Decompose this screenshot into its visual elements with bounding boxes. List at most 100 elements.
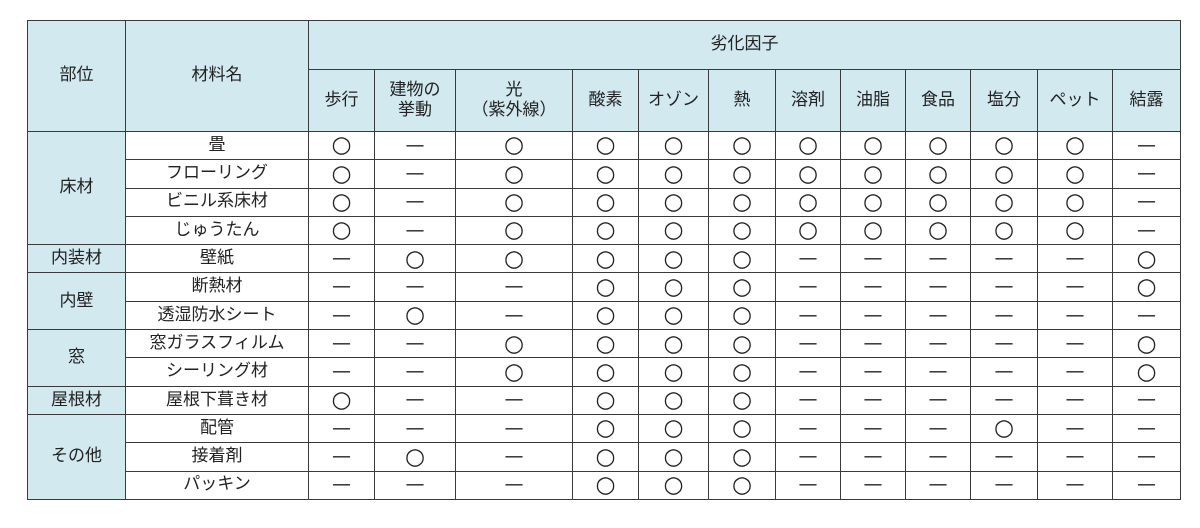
factor-header: 結露 — [1112, 69, 1181, 132]
material-cell: シーリング材 — [125, 357, 309, 387]
header-row: 部位 材料名 劣化因子 — [27, 20, 1181, 132]
mark-cell: — — [840, 300, 906, 331]
mark-cell: ○ — [708, 130, 776, 161]
mark-cell: — — [1112, 300, 1181, 331]
mark-cell: — — [374, 357, 456, 387]
mark-cell: — — [308, 357, 375, 387]
mark-cell: ○ — [308, 159, 375, 189]
table-row: パッキン — — — ○ ○ ○ — — — — — — — [28, 470, 1181, 500]
mark-cell: ○ — [970, 215, 1038, 246]
mark-cell: ○ — [638, 470, 709, 500]
mark-cell: ○ — [1037, 159, 1113, 189]
mark-cell: — — [840, 357, 906, 387]
mark-cell: ○ — [970, 159, 1038, 189]
factor-header: 食品 — [905, 69, 971, 132]
table-row: フローリング ○ — ○ ○ ○ ○ ○ ○ ○ ○ ○ — — [28, 159, 1181, 189]
part-cell: その他 — [27, 413, 126, 500]
table-row: 床材畳 ○ — ○ ○ ○ ○ ○ ○ ○ ○ ○ — — [27, 130, 1181, 246]
mark-cell: — — [970, 244, 1038, 274]
mark-cell: — — [1112, 385, 1181, 415]
material-cell: 断熱材 — [125, 272, 309, 302]
mark-cell: ○ — [708, 413, 776, 444]
mark-cell: ○ — [638, 187, 709, 217]
table-row: 窓窓ガラスフィルム — — ○ ○ ○ ○ — — — — — ○ — [27, 329, 1181, 387]
mark-cell: ○ — [308, 215, 375, 246]
mark-cell: — — [905, 470, 971, 500]
mark-cell: — — [775, 329, 841, 359]
mark-cell: ○ — [708, 187, 776, 217]
mark-cell: — — [775, 413, 841, 444]
factor-header: 溶剤 — [775, 69, 841, 132]
mark-cell: ○ — [572, 385, 639, 415]
mark-cell: ○ — [572, 215, 639, 246]
mark-cell: — — [1112, 215, 1181, 246]
material-cell: 壁紙 — [125, 244, 309, 274]
mark-cell: ○ — [308, 187, 375, 217]
mark-cell: ○ — [455, 215, 573, 246]
mark-cell: ○ — [455, 130, 573, 161]
material-cell: フローリング — [125, 159, 309, 189]
mark-cell: ○ — [572, 300, 639, 331]
mark-cell: ○ — [638, 329, 709, 359]
mark-cell: ○ — [708, 215, 776, 246]
mark-cell: — — [970, 300, 1038, 331]
factor-header: 熱 — [708, 69, 776, 132]
mark-cell: — — [775, 244, 841, 274]
mark-cell: — — [840, 244, 906, 274]
material-cell: 畳 — [125, 130, 309, 161]
mark-cell: ○ — [638, 130, 709, 161]
mark-cell: — — [308, 329, 375, 359]
mark-cell: ○ — [775, 215, 841, 246]
factor-header: 光 （紫外線） — [455, 69, 573, 132]
factor-header: 建物の 挙動 — [374, 69, 456, 132]
material-cell: 接着剤 — [125, 442, 309, 472]
mark-cell: ○ — [708, 357, 776, 387]
mark-cell: ○ — [708, 329, 776, 359]
mark-cell: ○ — [775, 130, 841, 161]
mark-cell: ○ — [775, 187, 841, 217]
factor-header: 塩分 — [970, 69, 1038, 132]
mark-cell: ○ — [308, 385, 375, 415]
mark-cell: — — [905, 442, 971, 472]
mark-cell: — — [1037, 470, 1113, 500]
mark-cell: — — [1037, 442, 1113, 472]
mark-cell: ○ — [708, 244, 776, 274]
mark-cell: ○ — [572, 130, 639, 161]
mark-cell: — — [455, 442, 573, 472]
mark-cell: — — [775, 357, 841, 387]
mark-cell: ○ — [905, 215, 971, 246]
mark-cell: — — [775, 442, 841, 472]
mark-cell: ○ — [455, 187, 573, 217]
mark-cell: — — [308, 413, 375, 444]
mark-cell: — — [1037, 244, 1113, 274]
mark-cell: ○ — [455, 357, 573, 387]
mark-cell: — — [970, 470, 1038, 500]
table-row: 透湿防水シート — ○ — ○ ○ ○ — — — — — — — [28, 300, 1181, 331]
mark-cell: ○ — [638, 442, 709, 472]
mark-cell: ○ — [308, 130, 375, 161]
part-cell: 床材 — [27, 130, 126, 246]
material-cell: パッキン — [125, 470, 309, 500]
mark-cell: — — [308, 272, 375, 302]
mark-cell: — — [905, 244, 971, 274]
mark-cell: — — [1037, 413, 1113, 444]
mark-cell: — — [775, 470, 841, 500]
mark-cell: — — [455, 470, 573, 500]
mark-cell: ○ — [572, 159, 639, 189]
mark-cell: — — [374, 272, 456, 302]
mark-cell: ○ — [374, 442, 456, 472]
factor-header: 酸素 — [572, 69, 639, 132]
part-cell: 内装材 — [27, 244, 126, 274]
mark-cell: ○ — [1037, 130, 1113, 161]
mark-cell: — — [840, 329, 906, 359]
table-row: 屋根材 屋根下葺き材 ○ — — ○ ○ ○ — — — — — — — [27, 385, 1181, 415]
mark-cell: ○ — [775, 159, 841, 189]
mark-cell: — — [1112, 130, 1181, 161]
mark-cell: — — [455, 272, 573, 302]
mark-cell: ○ — [572, 470, 639, 500]
mark-cell: — — [905, 272, 971, 302]
table-header: 部位 材料名 劣化因子 歩行 建物の 挙動光 （紫外線） 酸素 オゾン熱溶剤 油脂 食品塩… — [27, 20, 1181, 132]
mark-cell: — — [775, 272, 841, 302]
table-row: シーリング材 — — ○ ○ ○ ○ — — — — — ○ — [28, 357, 1181, 387]
mark-cell: — — [1037, 357, 1113, 387]
